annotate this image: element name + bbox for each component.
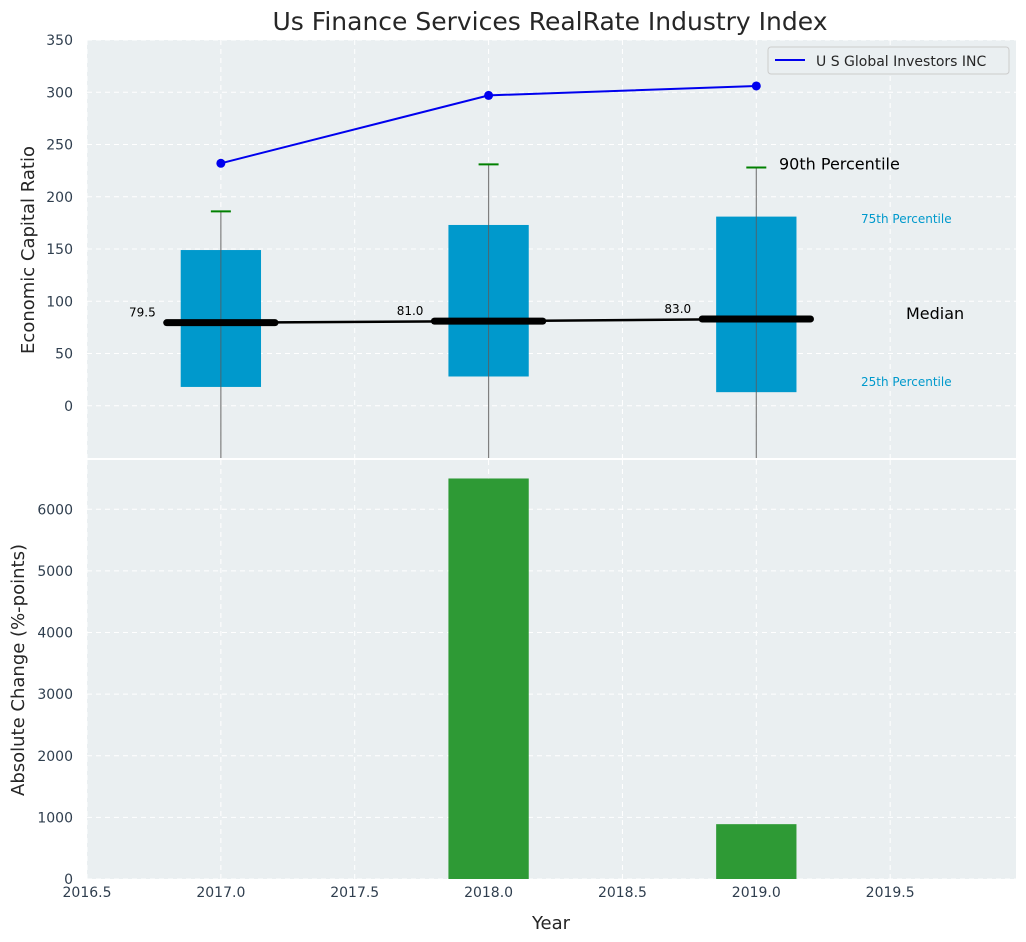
- top-y-tick-label: 0: [64, 399, 73, 415]
- bottom-y-tick-label: 0: [64, 872, 73, 888]
- bottom-y-axis-label: Absolute Change (%-points): [8, 544, 29, 796]
- x-tick-label: 2018.0: [464, 885, 513, 901]
- legend-box: [767, 46, 1010, 75]
- top-y-tick-label: 200: [46, 190, 73, 206]
- p25-annotation: 25th Percentile: [861, 375, 952, 389]
- bottom-y-tick-label: 4000: [37, 626, 73, 642]
- x-tick-label: 2019.5: [866, 885, 915, 901]
- top-y-tick-label: 150: [46, 242, 73, 258]
- top-y-tick-label: 350: [46, 33, 73, 49]
- top-panel: 0 50 100 150 200 250 300 350 79.5 81.0 83.0 90th Pe…: [46, 33, 1016, 458]
- bottom-y-tick-label: 5000: [37, 564, 73, 580]
- series-point: [216, 158, 226, 168]
- bottom-y-tick-label: 2000: [37, 749, 73, 765]
- bottom-y-tick-label: 1000: [37, 810, 73, 826]
- x-tick-label: 2018.5: [598, 885, 647, 901]
- median-annotation: Median: [906, 304, 964, 323]
- x-tick-label: 2017.5: [330, 885, 379, 901]
- median-value-label: 81.0: [397, 304, 424, 318]
- change-bar: [716, 824, 797, 879]
- bottom-y-tick-label: 6000: [37, 502, 73, 518]
- top-y-tick-label: 100: [46, 294, 73, 310]
- top-y-tick-label: 250: [46, 138, 73, 154]
- top-y-tick-label: 50: [55, 347, 73, 363]
- series-point: [484, 90, 494, 100]
- p90-annotation: 90th Percentile: [779, 154, 900, 173]
- bottom-panel-background: [87, 460, 1016, 879]
- bottom-y-tick-label: 3000: [37, 687, 73, 703]
- legend-label: U S Global Investors INC: [816, 54, 986, 70]
- change-bar: [448, 478, 529, 879]
- bottom-panel: 2016.5 2017.0 2017.5 2018.0 2018.5 2019.0 2019…: [37, 460, 1016, 901]
- median-trend-line: [220, 317, 757, 324]
- median-value-label: 83.0: [664, 302, 691, 316]
- x-tick-label: 2016.5: [63, 885, 112, 901]
- p75-annotation: 75th Percentile: [861, 212, 952, 226]
- chart-title: Us Finance Services RealRate Industry In…: [273, 7, 828, 36]
- x-axis-label: Year: [531, 913, 571, 934]
- series-point: [751, 81, 761, 91]
- top-y-axis-label: Economic Capital Ratio: [18, 146, 39, 354]
- x-tick-label: 2019.0: [732, 885, 781, 901]
- x-tick-label: 2017.0: [196, 885, 245, 901]
- legend: U S Global Investors INC: [767, 46, 1010, 75]
- top-y-tick-label: 300: [46, 85, 73, 101]
- median-value-label: 79.5: [129, 306, 156, 320]
